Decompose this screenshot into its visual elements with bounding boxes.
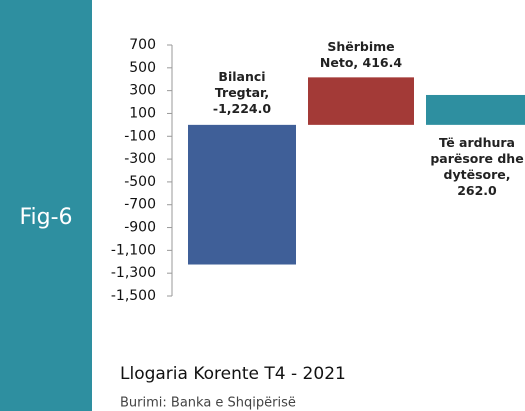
bar xyxy=(308,77,414,125)
y-tick-label: 700 xyxy=(129,37,156,53)
y-tick-label: -1,300 xyxy=(111,265,156,281)
data-label: Shërbime Neto, 416.4 xyxy=(319,39,403,71)
y-tick-label: -500 xyxy=(124,174,156,190)
figure-label: Fig-6 xyxy=(19,205,72,230)
data-label: Të ardhura parësore dhe dytësore, 262.0 xyxy=(430,134,524,198)
source: Burimi: Banka e Shqipërisë xyxy=(120,396,296,411)
y-tick-label: -1,100 xyxy=(111,242,156,258)
y-tick-label: -700 xyxy=(124,197,156,213)
y-tick-label: 500 xyxy=(129,60,156,76)
chart-title: Llogaria Korente T4 - 2021 xyxy=(120,364,346,384)
y-tick-label: -900 xyxy=(124,220,156,236)
data-label: Bilanci Tregtar, -1,224.0 xyxy=(212,68,272,116)
y-tick-label: -1,500 xyxy=(111,288,156,304)
bar xyxy=(188,124,296,265)
y-tick-label: 100 xyxy=(129,105,156,121)
y-tick-label: -100 xyxy=(124,128,156,144)
y-tick-label: 300 xyxy=(129,83,156,99)
bar xyxy=(426,94,525,125)
side-panel xyxy=(0,0,92,411)
y-tick-label: -300 xyxy=(124,151,156,167)
